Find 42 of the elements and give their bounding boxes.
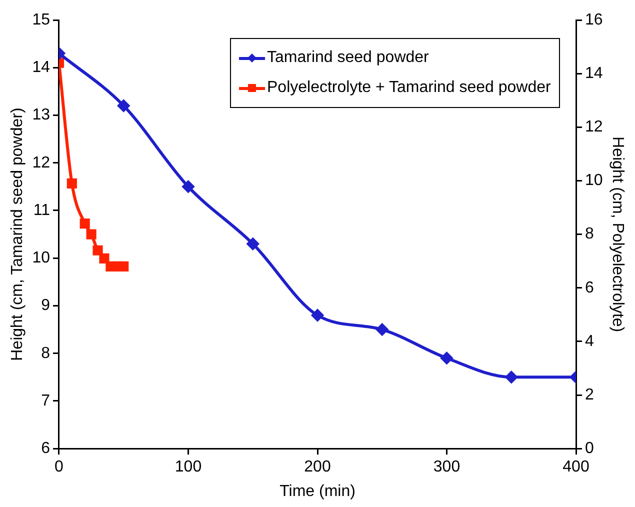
- point: [118, 100, 130, 112]
- y2-axis-title: Height (cm, Polyelectrolyte): [608, 136, 626, 332]
- y2-tick-label: 14: [585, 64, 603, 82]
- y-tick-label: 15: [32, 11, 50, 28]
- y2-tick-label: 8: [585, 226, 594, 243]
- x-tick-label: 300: [433, 458, 460, 476]
- y2-tick-label: 6: [585, 279, 594, 296]
- y-tick-label: 8: [41, 344, 50, 362]
- y2-tick-label: 4: [585, 332, 594, 350]
- y-tick-label: 13: [32, 106, 50, 124]
- point: [118, 261, 129, 272]
- y-tick-label: 14: [32, 59, 50, 76]
- y-tick-label: 10: [32, 250, 50, 267]
- point: [182, 180, 194, 193]
- x-tick-label: 100: [174, 458, 202, 476]
- y-axis-title: Height (cm, Tamarind seed powder): [9, 108, 26, 361]
- x-tick-label: 200: [304, 458, 331, 476]
- legend-label: Polyelectrolyte + Tamarind seed powder: [267, 79, 551, 97]
- point: [80, 218, 90, 229]
- point: [376, 324, 388, 336]
- point: [440, 352, 453, 364]
- point: [86, 229, 96, 240]
- point: [312, 309, 324, 322]
- y-tick-label: 7: [41, 392, 50, 410]
- y2-tick-label: 16: [585, 11, 603, 28]
- y-tick-label: 11: [33, 202, 50, 219]
- point: [505, 371, 518, 384]
- y2-tick-label: 10: [585, 172, 603, 190]
- y2-tick-label: 2: [585, 386, 594, 404]
- point: [92, 245, 103, 256]
- point: [66, 178, 77, 188]
- point: [246, 238, 259, 250]
- x-tick-label: 400: [562, 458, 590, 476]
- y2-tick-label: 12: [585, 118, 603, 136]
- y-tick-label: 9: [41, 297, 50, 314]
- point: [99, 253, 110, 264]
- legend-label: Tamarind seed powder: [267, 49, 429, 67]
- x-axis-title: Time (min): [280, 482, 356, 500]
- y-tick-label: 6: [41, 440, 50, 458]
- x-tick-label: 0: [54, 458, 64, 476]
- y2-tick-label: 0: [585, 440, 594, 458]
- y-tick-label: 12: [32, 154, 50, 172]
